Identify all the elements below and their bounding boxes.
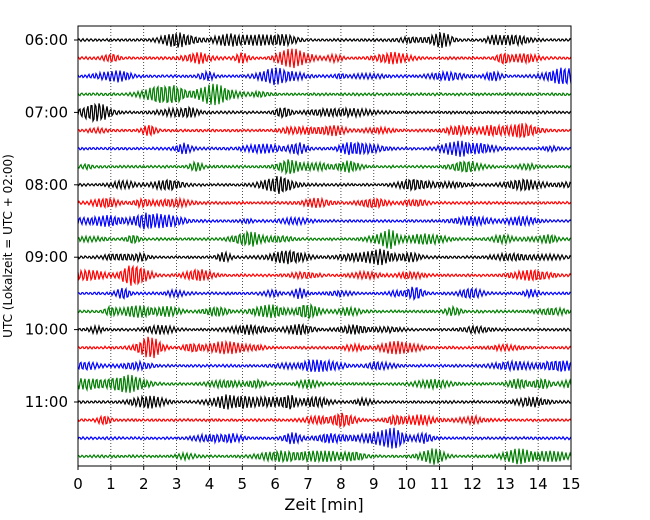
x-tick-label: 8 xyxy=(336,475,346,493)
trace-row xyxy=(77,394,572,410)
trace-row xyxy=(77,336,572,359)
x-tick-label: 2 xyxy=(139,475,149,493)
x-tick-label: 9 xyxy=(369,475,379,493)
x-tick-label: 12 xyxy=(463,475,482,493)
trace-row xyxy=(77,212,572,230)
trace-row xyxy=(77,412,572,429)
trace-row xyxy=(77,102,572,123)
y-tick-label: 11:00 xyxy=(25,393,68,411)
x-tick-label: 1 xyxy=(106,475,116,493)
y-tick-label: 08:00 xyxy=(25,176,68,194)
x-tick-label: 5 xyxy=(238,475,248,493)
trace-row xyxy=(77,229,572,250)
trace-row xyxy=(77,302,572,320)
trace-row xyxy=(77,159,572,176)
y-tick-label: 07:00 xyxy=(25,103,68,121)
trace-row xyxy=(77,140,572,157)
x-tick-label: 7 xyxy=(303,475,313,493)
x-tick-label: 13 xyxy=(496,475,515,493)
trace-row xyxy=(77,427,572,449)
x-tick-label: 14 xyxy=(529,475,548,493)
y-axis-ticks: 06:00 07:00 08:00 09:00 10:00 11:00 xyxy=(25,31,78,411)
plot-frame xyxy=(77,25,572,467)
trace-row xyxy=(77,286,572,302)
x-axis-ticks: 0 1 2 3 4 5 6 7 8 9 10 11 12 13 14 15 xyxy=(73,466,581,493)
x-tick-label: 10 xyxy=(397,475,416,493)
trace-row xyxy=(77,358,572,373)
x-tick-label: 4 xyxy=(205,475,215,493)
trace-row xyxy=(77,48,572,69)
trace-row xyxy=(77,264,572,286)
trace-row xyxy=(77,67,572,86)
y-tick-label: 10:00 xyxy=(25,321,68,339)
x-tick-label: 6 xyxy=(270,475,280,493)
x-axis-label: Zeit [min] xyxy=(284,495,363,514)
x-tick-label: 11 xyxy=(430,475,449,493)
trace-row xyxy=(77,374,572,393)
y-axis-label: UTC (Lokalzeit = UTC + 02:00) xyxy=(1,154,15,338)
x-tick-label: 3 xyxy=(172,475,182,493)
x-tick-label: 0 xyxy=(73,475,83,493)
trace-row xyxy=(77,176,572,195)
y-tick-label: 06:00 xyxy=(25,31,68,49)
x-tick-label: 15 xyxy=(561,475,580,493)
trace-row xyxy=(77,196,572,210)
y-tick-label: 09:00 xyxy=(25,248,68,266)
trace-row xyxy=(77,122,572,139)
trace-row xyxy=(77,32,572,48)
seismic-traces xyxy=(77,32,572,465)
x-grid xyxy=(110,26,539,466)
trace-row xyxy=(77,322,572,336)
trace-row xyxy=(77,83,572,106)
trace-row xyxy=(77,448,572,465)
trace-row xyxy=(77,248,572,266)
